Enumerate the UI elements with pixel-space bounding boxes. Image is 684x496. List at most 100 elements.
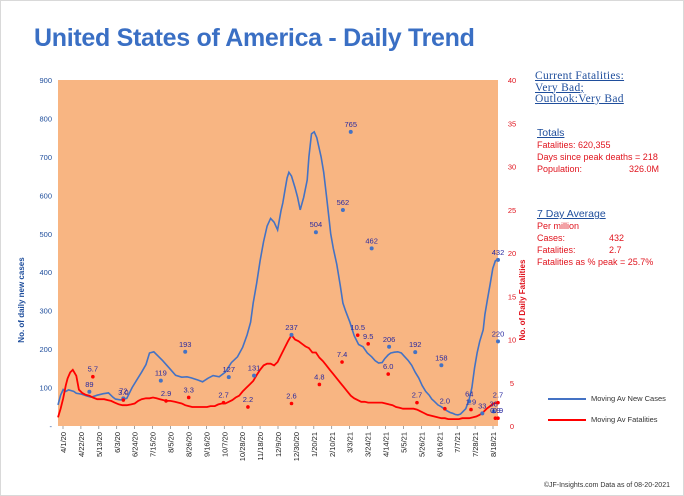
case-annotation-marker: [87, 389, 92, 394]
x-tick-label: 12/30/20: [292, 432, 301, 461]
x-tick-label: 10/7/20: [220, 432, 229, 457]
fatality-annotation-label: 5.7: [88, 365, 98, 374]
population-value: 326.0M: [629, 164, 660, 174]
fatality-annotation-label: 2.9: [161, 389, 171, 398]
case-annotation-marker: [496, 257, 500, 262]
case-annotation-marker: [226, 375, 231, 380]
case-annotation-label: 64: [465, 389, 473, 398]
seven-day-fatalities: Fatalities: 2.7: [537, 244, 653, 256]
fatality-annotation-label: 3.0: [118, 388, 128, 397]
fatality-annotation-label: 0.9: [490, 406, 500, 415]
fatality-annotations: 5.7 3.0 2.9 3.3 2.7 2.2 2.6 4.8 7.4 10.59.5 6.0 2.7…: [88, 323, 503, 421]
fatality-annotation-label: 6.0: [383, 362, 393, 371]
x-tick-label: 5/26/21: [417, 432, 426, 457]
fatality-annotation-label: 2.7: [493, 391, 503, 400]
status-line-2: Very Bad;: [535, 81, 585, 94]
case-annotation-marker: [369, 246, 374, 251]
y-tick-label: 200: [39, 345, 52, 354]
cases-label: Cases:: [537, 233, 566, 243]
fatality-annotation-marker: [415, 400, 419, 405]
case-annotation-marker: [340, 207, 345, 212]
fatality-annotation-label: 2.0: [440, 397, 450, 406]
case-annotation-label: 220: [492, 329, 505, 338]
x-tick-label: 2/10/21: [328, 432, 337, 457]
fatality-annotation-label: 10.5: [350, 323, 365, 332]
x-tick-label: 12/9/20: [274, 432, 283, 457]
case-annotation-label: 89: [85, 380, 93, 389]
fatality-annotation-marker: [246, 405, 250, 409]
y-tick-label: 700: [39, 153, 52, 162]
page-title: United States of America - Daily Trend: [34, 24, 475, 52]
fatalities-value: 2.7: [609, 245, 622, 255]
case-annotation-marker: [480, 411, 485, 416]
case-annotation-label: 206: [383, 335, 396, 344]
fatality-annotation-label: 7.4: [337, 350, 347, 359]
y-tick-label: -: [50, 422, 53, 431]
x-tick-label: 6/3/20: [113, 432, 122, 453]
fatality-annotation-label: 2.2: [243, 395, 253, 404]
case-annotation-label: 33: [478, 401, 486, 410]
y2-tick-label: 35: [508, 119, 516, 128]
plot-area: [58, 80, 498, 426]
y2-tick-label: 10: [508, 336, 516, 345]
totals-population: Population: 326.0M: [537, 163, 659, 175]
case-annotations: 89 72 119 193 127 131 237 504 562 765 462 206 192 158…: [85, 120, 505, 416]
case-annotation-label: 72: [119, 386, 127, 395]
x-tick-label: 4/14/21: [382, 432, 391, 457]
legend-item-fatalities: Moving Av Fatalities: [548, 415, 658, 424]
fatality-annotation-label: 2.7: [412, 391, 422, 400]
legend-swatch-cases: [548, 398, 586, 401]
case-annotation-marker: [158, 378, 163, 383]
y2-tick-label: 5: [510, 379, 514, 388]
totals-days-since-peak: Days since peak deaths = 218: [537, 152, 658, 162]
fatality-annotation-marker: [121, 398, 126, 402]
case-annotation-label: 38: [489, 399, 497, 408]
totals-heading: Totals: [537, 127, 565, 139]
per-million-label: Per million: [537, 221, 580, 231]
totals-fatalities: Fatalities: 620,355: [537, 140, 611, 150]
fatality-annotation-label: 9.5: [363, 332, 373, 341]
y-tick-label: 400: [39, 268, 52, 277]
y-tick-label: 100: [39, 384, 52, 393]
x-tick-label: 8/26/20: [184, 432, 193, 457]
fatality-annotation-marker: [496, 416, 500, 421]
case-annotation-label: 127: [223, 365, 236, 374]
case-annotation-label: 193: [179, 340, 192, 349]
fatality-annotation-label: 2.6: [286, 392, 296, 401]
case-annotation-marker: [496, 339, 500, 344]
y-tick-label: 500: [39, 230, 52, 239]
x-tick-label: 8/18/21: [489, 432, 498, 457]
y-axis-label: No. of daily new cases: [17, 257, 26, 343]
fatalities-pct-peak: Fatalities as % peak = 25.7%: [537, 257, 654, 267]
case-annotation-marker: [313, 230, 318, 235]
fatality-annotation-marker: [317, 382, 322, 387]
y2-tick-label: 30: [508, 163, 516, 172]
case-annotation-marker: [413, 350, 418, 355]
case-annotation-label: 158: [435, 353, 448, 362]
y2-tick-label: 40: [508, 76, 516, 85]
case-annotation-label: 237: [285, 323, 298, 332]
y-tick-label: 800: [39, 114, 52, 123]
case-annotation-marker: [289, 332, 294, 337]
x-tick-label: 9/16/20: [202, 432, 211, 457]
x-tick-label: 6/16/21: [435, 432, 444, 457]
fatality-annotation-marker: [493, 416, 498, 421]
fatality-annotation-marker: [221, 400, 226, 405]
legend-label-fatalities: Moving Av Fatalities: [591, 415, 658, 424]
x-tick-label: 11/18/20: [256, 432, 265, 461]
case-annotation-label: 119: [155, 369, 167, 378]
fatality-annotation-marker: [164, 399, 168, 403]
fatality-annotation-marker: [355, 333, 360, 337]
case-annotation-marker: [491, 409, 496, 414]
case-annotation-label: 462: [365, 236, 378, 245]
status-panel: Current Fatalities: Very Bad; Outlook:Ve…: [535, 70, 624, 106]
fatality-annotation-label: 4.8: [314, 372, 324, 381]
fatalities-label: Fatalities:: [537, 245, 576, 255]
case-annotation-label: 504: [310, 220, 323, 229]
y2-tick-label: 25: [508, 206, 516, 215]
y2-tick-label: 15: [508, 292, 516, 301]
population-label: Population:: [537, 164, 583, 174]
fatalities-series-line: [57, 333, 499, 420]
case-annotation-marker: [348, 129, 353, 134]
